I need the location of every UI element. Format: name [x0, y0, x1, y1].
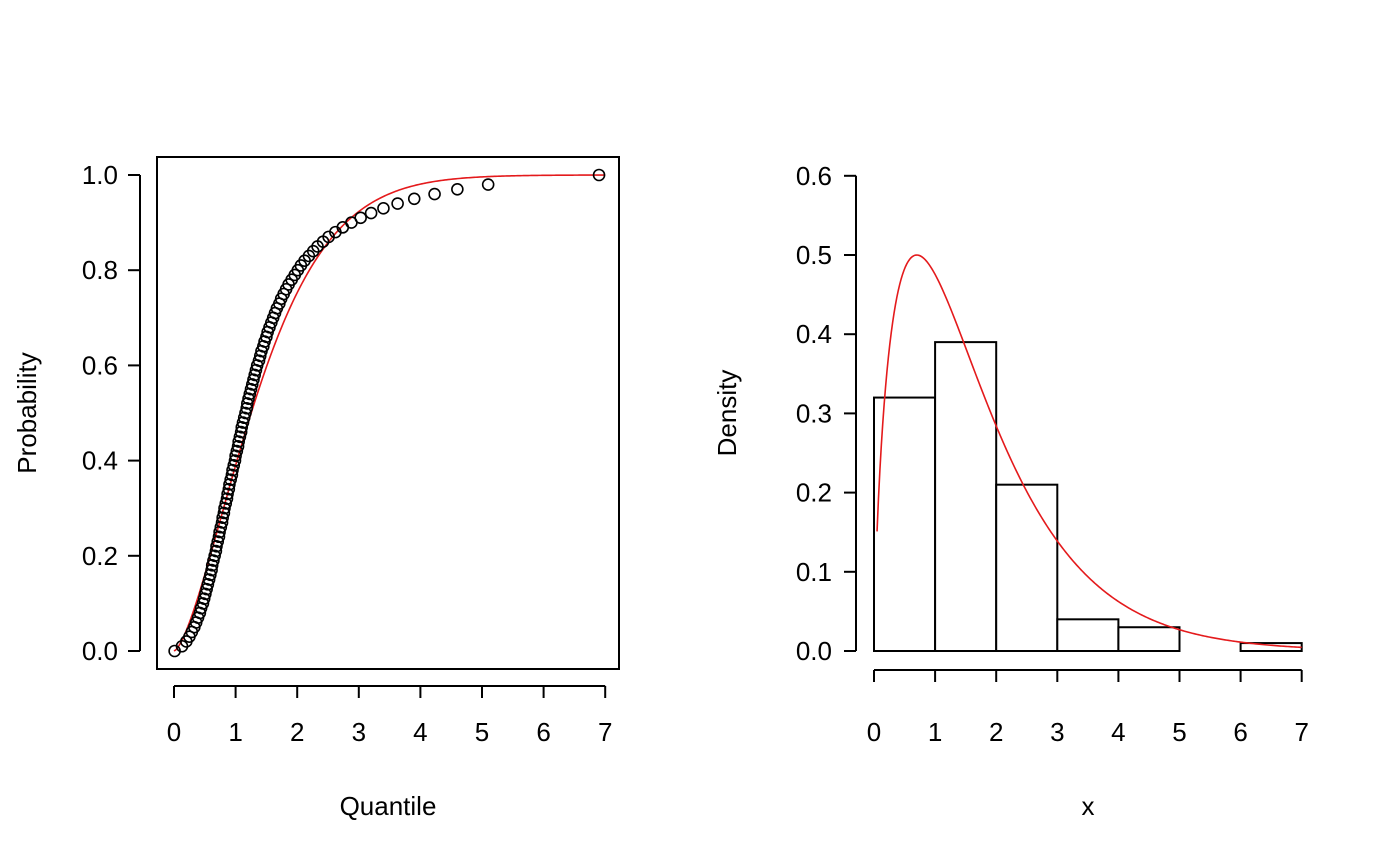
cdf-panel: 0 1 2 3 4 5 6 7 0.0 0.2 0.4 0.6 0.8 1.0 Quantile Probab…: [12, 156, 620, 821]
data-point: [220, 492, 234, 505]
histogram-bar: [995, 483, 1059, 652]
data-point: [224, 473, 237, 486]
x-tick-label: 6: [536, 717, 550, 747]
y-axis-title: Density: [712, 370, 742, 457]
y-tick-label: 0.4: [82, 446, 118, 476]
y-tick-label: 0.5: [796, 240, 832, 270]
histogram-bar: [873, 396, 937, 652]
data-point: [239, 406, 252, 420]
data-point: [209, 544, 223, 558]
x-tick-label: 0: [867, 717, 881, 747]
data-point: [211, 535, 225, 548]
y-tick-label: 0.0: [796, 636, 832, 666]
data-point: [354, 211, 367, 225]
data-point: [212, 530, 226, 544]
y-tick-label: 0.6: [82, 350, 118, 380]
x-tick-label: 3: [352, 717, 366, 747]
x-tick-label: 4: [1111, 717, 1125, 747]
x-tick-label: 5: [1172, 717, 1186, 747]
data-point: [377, 202, 390, 215]
y-tick-label: 0.6: [796, 161, 832, 191]
y-tick-label: 0.0: [82, 636, 118, 666]
x-tick-label: 4: [413, 717, 427, 747]
x-axis-title: Quantile: [340, 791, 437, 821]
data-point: [231, 440, 245, 453]
data-point: [481, 178, 495, 191]
x-tick-label: 6: [1233, 717, 1247, 747]
data-point: [225, 468, 239, 482]
x-tick-label: 1: [228, 717, 242, 747]
data-point: [234, 425, 248, 439]
y-tick-label: 0.3: [796, 398, 832, 428]
histogram-bar: [934, 341, 998, 652]
data-point: [240, 401, 253, 415]
data-point: [208, 549, 221, 563]
histogram-bar: [1056, 618, 1120, 653]
data-point: [451, 182, 464, 196]
x-tick-label: 1: [928, 717, 942, 747]
data-point: [204, 568, 217, 582]
x-tick-label: 7: [598, 717, 612, 747]
y-tick-label: 0.1: [796, 557, 832, 587]
y-tick-label: 0.4: [796, 319, 832, 349]
x-tick-label: 3: [1050, 717, 1064, 747]
histogram-panel: 0 1 2 3 4 5 6 7 0.0 0.1 0.2 0.3 0.4 0.5 0.6 x Density: [712, 161, 1309, 821]
data-point: [222, 482, 236, 496]
x-tick-label: 0: [167, 717, 181, 747]
data-point: [214, 520, 228, 534]
data-point: [217, 506, 231, 520]
data-point: [219, 497, 233, 510]
y-tick-label: 0.8: [82, 255, 118, 285]
x-tick-label: 2: [989, 717, 1003, 747]
data-point: [391, 197, 404, 210]
x-tick-label: 7: [1294, 717, 1308, 747]
data-point: [233, 430, 247, 444]
data-point: [230, 444, 244, 458]
data-point: [592, 168, 606, 182]
data-point: [205, 563, 218, 577]
plot-box: [156, 156, 620, 670]
data-point: [227, 459, 241, 472]
y-tick-label: 0.2: [82, 541, 118, 571]
x-tick-label: 5: [475, 717, 489, 747]
y-tick-label: 1.0: [82, 160, 118, 190]
data-point: [221, 487, 234, 501]
histogram-bar: [1117, 626, 1181, 652]
y-tick-label: 0.2: [796, 478, 832, 508]
y-axis-title: Probability: [12, 352, 42, 473]
data-point: [428, 187, 441, 201]
x-axis-title: x: [1082, 791, 1095, 821]
data-point: [216, 511, 229, 525]
data-point: [215, 516, 229, 529]
x-tick-label: 2: [290, 717, 304, 747]
fitted-cdf-curve: [173, 174, 606, 652]
data-point: [364, 206, 378, 220]
data-point: [228, 454, 242, 467]
density-curve: [876, 254, 1302, 649]
data-point: [407, 192, 421, 206]
